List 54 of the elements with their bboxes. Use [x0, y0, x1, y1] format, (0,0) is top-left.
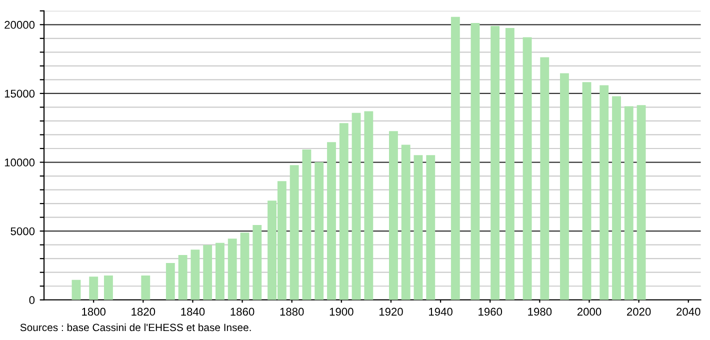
x-tick-label: 1840: [181, 308, 205, 316]
bar: [166, 263, 175, 300]
bar: [104, 276, 113, 300]
bar: [450, 16, 460, 300]
bar: [490, 26, 500, 300]
bar: [364, 111, 374, 300]
y-tick-label: 10000: [4, 158, 35, 166]
bar: [141, 276, 150, 300]
bar: [612, 96, 621, 300]
y-tick-label: 5000: [10, 227, 35, 236]
x-tick-label: 1960: [478, 308, 502, 316]
bar: [600, 85, 609, 300]
y-tick-label: 15000: [4, 90, 35, 98]
bar: [389, 131, 398, 300]
y-tick-label: 0: [29, 296, 35, 304]
bar: [540, 57, 550, 300]
bar: [505, 28, 514, 300]
bar: [290, 165, 299, 300]
bar: [414, 155, 423, 300]
bar: [401, 144, 410, 300]
x-tick-label: 1880: [280, 308, 304, 316]
bar: [89, 276, 98, 300]
bar: [560, 73, 569, 300]
bar: [72, 280, 81, 300]
y-tick-label: 20000: [4, 20, 35, 29]
x-tick-label: 1820: [132, 308, 156, 316]
x-tick-label: 1800: [82, 308, 106, 316]
x-tick-label: 2000: [577, 308, 602, 316]
bar: [240, 232, 250, 300]
bar: [352, 112, 361, 300]
x-tick-label: 1920: [379, 308, 403, 316]
bar: [522, 37, 532, 300]
bar: [228, 238, 237, 300]
bar: [314, 162, 324, 300]
bar: [327, 142, 336, 300]
x-tick-label: 1860: [230, 308, 254, 316]
bar: [216, 242, 224, 300]
bar: [252, 225, 262, 300]
bar: [636, 105, 646, 300]
bar: [178, 255, 188, 300]
bar: [203, 244, 212, 300]
x-tick-label: 2020: [627, 308, 651, 316]
x-tick-label: 2040: [676, 308, 700, 316]
bar: [426, 155, 436, 300]
bar: [302, 149, 312, 300]
source-note: Sources : base Cassini de l'EHESS et base Insee.: [20, 323, 251, 332]
bar: [624, 106, 634, 300]
bar: [582, 82, 592, 300]
x-tick-label: 1900: [330, 308, 354, 316]
x-tick-label: 1940: [429, 308, 452, 316]
bar: [339, 123, 348, 300]
bar: [470, 22, 480, 300]
bar: [190, 250, 200, 300]
x-tick-label: 1980: [528, 308, 552, 316]
